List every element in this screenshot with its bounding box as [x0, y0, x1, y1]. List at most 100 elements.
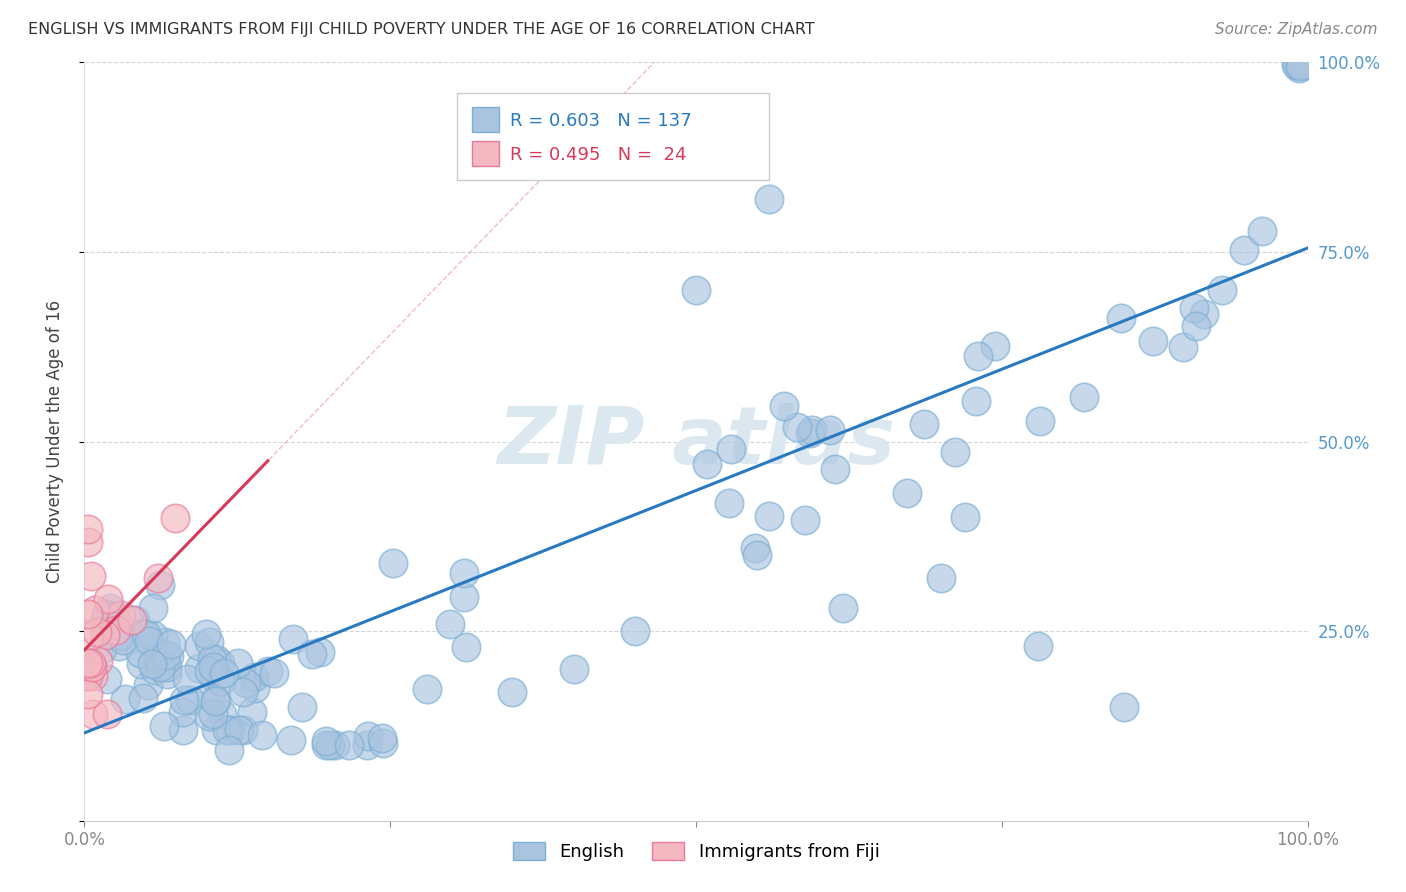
Point [315, 738, 337, 752]
Point [80, 659, 103, 673]
Point [357, 729, 380, 743]
Point [373, 736, 395, 750]
Point [965, 394, 987, 409]
Point [156, 666, 179, 681]
Point [228, 723, 250, 737]
Point [218, 743, 240, 757]
Point [198, 709, 221, 723]
Text: ENGLISH VS IMMIGRANTS FROM FIJI CHILD POVERTY UNDER THE AGE OF 16 CORRELATION CH: ENGLISH VS IMMIGRANTS FROM FIJI CHILD PO… [28, 22, 815, 37]
Point [97, 591, 120, 606]
Point [114, 691, 136, 706]
Point [124, 613, 146, 627]
Point [205, 723, 228, 737]
Point [301, 647, 323, 661]
Point [194, 626, 217, 640]
Point [152, 719, 174, 733]
Point [202, 660, 225, 674]
Point [201, 706, 224, 721]
Point [744, 541, 766, 555]
Point [135, 626, 157, 640]
Point [226, 656, 249, 670]
Point [235, 675, 257, 690]
Point [263, 665, 285, 680]
Point [143, 663, 166, 677]
Point [132, 626, 155, 640]
Point [685, 283, 707, 297]
Point [323, 738, 346, 752]
Point [121, 613, 143, 627]
Point [87, 654, 110, 668]
Point [96, 673, 118, 687]
Point [416, 681, 439, 696]
Y-axis label: Child Poverty Under the Age of 16: Child Poverty Under the Age of 16 [45, 300, 63, 583]
Point [77, 534, 100, 549]
Point [96, 623, 118, 637]
Point [148, 571, 170, 585]
Point [141, 657, 163, 672]
Point [198, 664, 221, 678]
Point [793, 512, 815, 526]
Point [110, 607, 132, 622]
Point [315, 734, 337, 748]
Point [96, 707, 118, 722]
Point [232, 685, 254, 699]
Point [250, 728, 273, 742]
Point [205, 693, 228, 707]
Point [209, 674, 232, 689]
Point [208, 656, 231, 670]
Point [1289, 58, 1312, 72]
Point [204, 671, 226, 685]
Point [912, 417, 935, 431]
Point [1182, 301, 1205, 316]
Point [204, 694, 226, 708]
Point [820, 423, 842, 437]
Point [82, 668, 104, 682]
Point [1185, 319, 1208, 334]
FancyBboxPatch shape [457, 93, 769, 180]
Point [217, 723, 239, 737]
Point [281, 632, 304, 646]
Point [142, 600, 165, 615]
Point [80, 569, 103, 583]
Point [280, 732, 302, 747]
Point [82, 707, 104, 722]
Point [104, 624, 127, 638]
Point [624, 624, 647, 639]
Point [179, 693, 201, 707]
Point [129, 657, 152, 671]
Point [103, 609, 125, 624]
Point [953, 510, 976, 524]
Point [1109, 310, 1132, 325]
Point [758, 508, 780, 523]
Point [142, 628, 165, 642]
Point [1285, 58, 1308, 72]
Point [155, 648, 177, 663]
Point [799, 425, 821, 440]
Point [198, 634, 221, 648]
Point [129, 646, 152, 660]
Point [831, 601, 853, 615]
Point [824, 462, 846, 476]
Point [77, 523, 100, 537]
Point [1211, 283, 1233, 297]
Point [112, 632, 135, 647]
Point [146, 650, 169, 665]
Point [695, 457, 717, 471]
Point [1251, 224, 1274, 238]
Point [1295, 58, 1317, 72]
Point [319, 738, 342, 752]
Point [77, 669, 100, 683]
Point [382, 556, 405, 570]
Point [100, 600, 122, 615]
Point [165, 511, 187, 525]
Point [1288, 59, 1310, 73]
Point [156, 660, 179, 674]
Text: R = 0.495   N =  24: R = 0.495 N = 24 [510, 146, 686, 164]
Point [967, 349, 990, 363]
Point [1029, 414, 1052, 428]
Point [243, 670, 266, 684]
Point [371, 731, 394, 745]
Point [188, 639, 211, 653]
Point [356, 738, 378, 752]
Point [187, 661, 209, 675]
